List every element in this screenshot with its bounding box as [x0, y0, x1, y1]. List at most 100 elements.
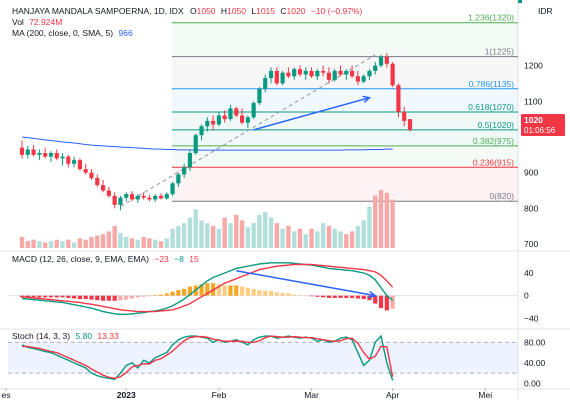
candle-body	[373, 65, 378, 71]
stoch-panel	[8, 334, 518, 381]
time-tick-label: Mar	[304, 390, 319, 400]
candle-body	[268, 70, 274, 79]
fib-level-label: 0(820)	[489, 191, 514, 201]
macd-hist-bar	[95, 295, 100, 301]
fib-level-label: 0.382(975)	[473, 136, 514, 146]
candle-body	[100, 185, 106, 191]
price-tick-label: 1100	[524, 96, 543, 106]
macd-hist-bar	[100, 295, 106, 301]
fib-level-label: 0.786(1135)	[469, 79, 514, 89]
macd-line	[21, 262, 394, 316]
stoch-tick-label: 40.00	[524, 358, 546, 368]
candle-body	[112, 195, 117, 205]
macd-hist-bar	[326, 295, 332, 298]
candle-body	[182, 167, 187, 175]
fib-level-label: 1(1225)	[485, 47, 514, 57]
trend-drawings[interactable]	[253, 95, 372, 131]
macd-hist-bar	[350, 295, 355, 298]
macd-hist-bar	[83, 295, 88, 300]
macd-hist-bar	[321, 295, 326, 298]
macd-legend-macd: −8	[174, 254, 184, 264]
macd-hist-bar	[112, 295, 117, 301]
fib-level-label: 0.618(1070)	[468, 102, 514, 112]
candle-body	[297, 69, 303, 75]
macd-hist-bar	[31, 295, 36, 298]
fib-zone	[172, 22, 518, 57]
volume-bar	[338, 231, 343, 248]
volume-bar	[216, 228, 222, 248]
macd-hist-bar	[170, 291, 175, 296]
volume-bar	[384, 192, 390, 248]
candle-body	[390, 63, 395, 86]
volume-bar	[309, 228, 314, 248]
macd-hist-bar	[338, 295, 343, 298]
last-price-badge-bg	[521, 114, 565, 136]
candle-body	[89, 172, 94, 179]
macd-tick-label: 40	[524, 268, 534, 278]
candle-body	[187, 153, 193, 168]
candle-body	[72, 160, 77, 164]
stoch-band	[8, 342, 518, 374]
macd-hist-bar	[292, 294, 297, 296]
macd-hist-bar	[66, 295, 71, 298]
volume-bar	[60, 241, 65, 248]
stoch-legend-label: Stoch (14, 3, 3)	[12, 331, 70, 341]
candle-body	[344, 70, 349, 75]
macd-panel	[8, 262, 518, 316]
volume-bar	[228, 223, 233, 248]
volume-bar	[152, 239, 158, 248]
stoch-d-line	[22, 335, 394, 380]
volume-bar	[344, 234, 349, 248]
volume-bar	[378, 190, 384, 248]
volume-bar	[106, 231, 112, 248]
macd-hist-bar	[344, 295, 349, 298]
macd-hist-bar	[280, 292, 285, 296]
volume-legend: Vol 72.924M	[12, 17, 62, 27]
macd-hist-bar	[141, 295, 146, 297]
volume-bar	[193, 209, 198, 248]
fib-level-label: 1.236(1320)	[468, 13, 514, 23]
macd-hist-bar	[147, 295, 152, 297]
volume-bar	[83, 239, 88, 248]
macd-hist-bar	[216, 284, 221, 296]
volume-bar	[355, 225, 361, 248]
macd-hist-bar	[251, 288, 256, 296]
volume-bar	[164, 238, 169, 248]
ma200-polyline	[21, 136, 393, 151]
open-label: O	[190, 6, 197, 16]
candle-body	[251, 103, 256, 118]
candle-body	[257, 88, 262, 104]
time-tick-label: Feb	[212, 390, 227, 400]
macd-signal-line	[21, 263, 394, 313]
stoch-tick-label: 0.00	[524, 378, 541, 388]
macd-hist-bar	[19, 295, 25, 298]
macd-hist-bar	[199, 284, 204, 296]
change-value: −10 (−0.97%)	[311, 6, 363, 16]
last-price-countdown: 01:06:56	[524, 126, 556, 135]
time-axis[interactable]: es 2023 Feb Mar Apr Mei	[2, 388, 493, 400]
macd-hist-bar	[135, 295, 140, 298]
volume-bar	[170, 228, 175, 248]
macd-tick-label: −40	[524, 313, 539, 323]
candle-body	[176, 174, 181, 184]
candle-body	[222, 115, 227, 120]
macd-hist-bar	[153, 295, 158, 296]
ma200-line	[21, 136, 393, 151]
volume-bar	[349, 231, 355, 248]
macd-legend-label: MACD (12, 26, close, 9, EMA, EMA)	[12, 254, 149, 264]
volume-bar	[367, 206, 372, 248]
candle-body	[274, 70, 279, 84]
candle-body	[355, 76, 360, 82]
volume-bar	[176, 225, 181, 248]
candle-body	[309, 70, 314, 77]
candle-body	[239, 115, 245, 123]
candle-body	[384, 56, 389, 64]
candle-body	[95, 178, 100, 186]
candle-body	[37, 153, 42, 155]
price-axes[interactable]: 700 800 900 1100 1200 −40 0 40 0.00 40.00 80.00	[518, 0, 546, 388]
volume-bar	[54, 239, 59, 248]
candle-body	[141, 195, 146, 198]
low-label: L	[251, 6, 256, 16]
